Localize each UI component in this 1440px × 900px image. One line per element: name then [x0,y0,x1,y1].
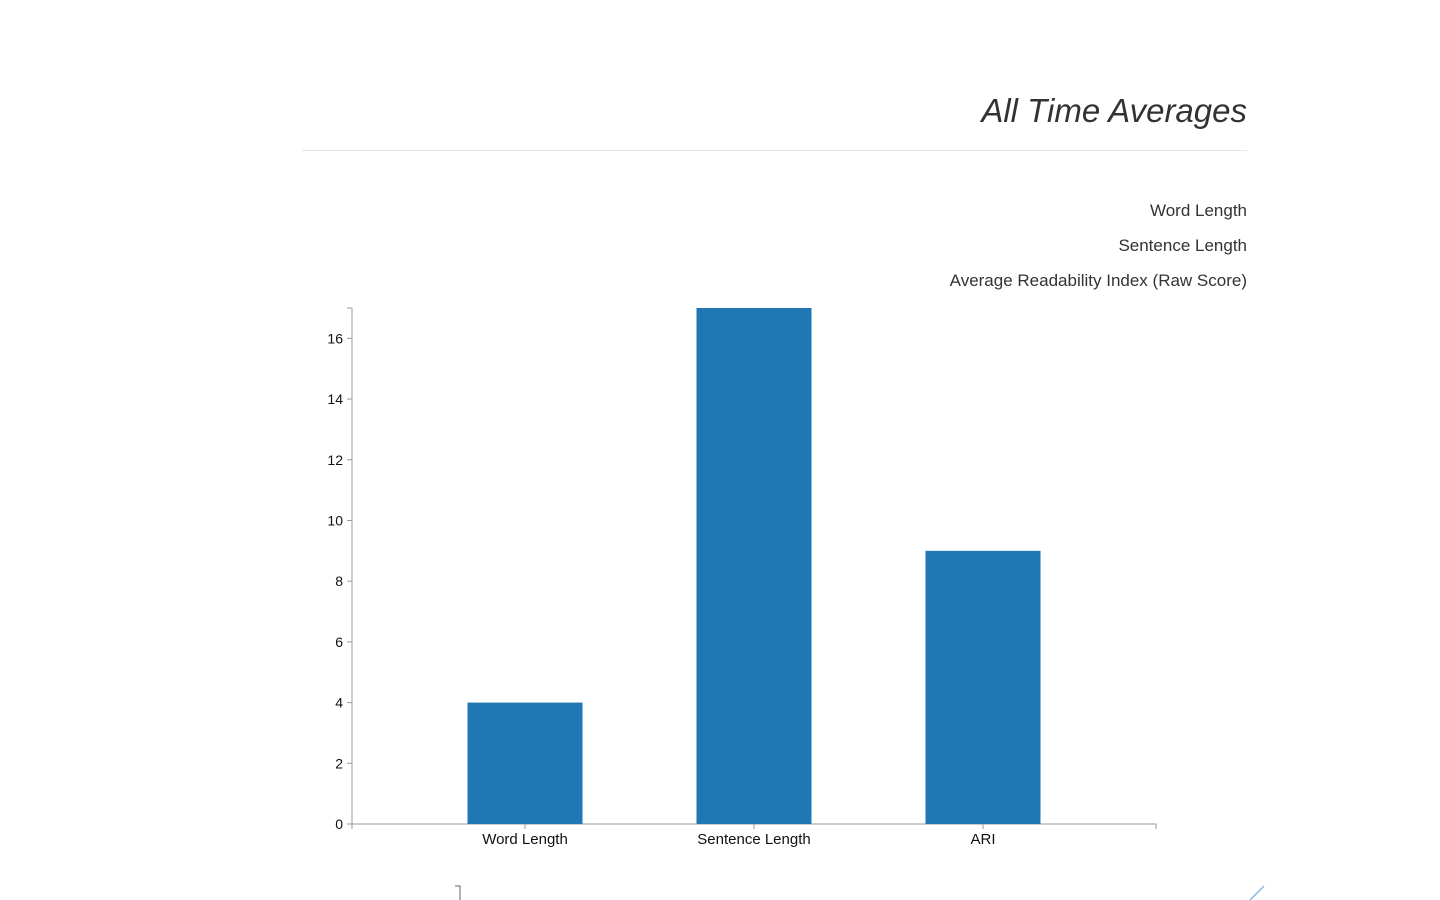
y-axis-line [347,307,353,825]
x-tick-label: Word Length [482,831,568,848]
y-tick-label: 6 [335,634,343,650]
page-title: All Time Averages [981,92,1247,129]
y-axis: 0 2 4 6 8 10 12 14 16 [327,307,353,832]
y-tick-label: 10 [327,512,343,528]
bars [467,308,1041,824]
metric-list: Word Length Sentence Length Average Read… [950,193,1247,298]
y-tick-label: 2 [335,755,343,771]
y-tick-label: 0 [335,816,343,832]
x-axis: Word Length Sentence Length ARI [351,823,1157,848]
metric-item-sentence-length[interactable]: Sentence Length [1118,236,1247,255]
bar-ari[interactable] [925,550,1041,824]
metric-item-readability-index[interactable]: Average Readability Index (Raw Score) [949,271,1247,290]
x-tick-label: ARI [970,831,995,848]
y-tick-label: 16 [327,330,343,346]
y-tick-label: 4 [335,695,343,711]
y-tick-label: 14 [327,391,343,407]
header: All Time Averages [302,80,1247,151]
y-tick-label: 8 [335,573,343,589]
y-tick-label: 12 [327,452,343,468]
bar-sentence-length[interactable] [696,308,812,824]
bar-word-length[interactable] [467,702,583,824]
metric-item-word-length[interactable]: Word Length [1149,201,1247,220]
x-tick-label: Sentence Length [697,831,810,848]
